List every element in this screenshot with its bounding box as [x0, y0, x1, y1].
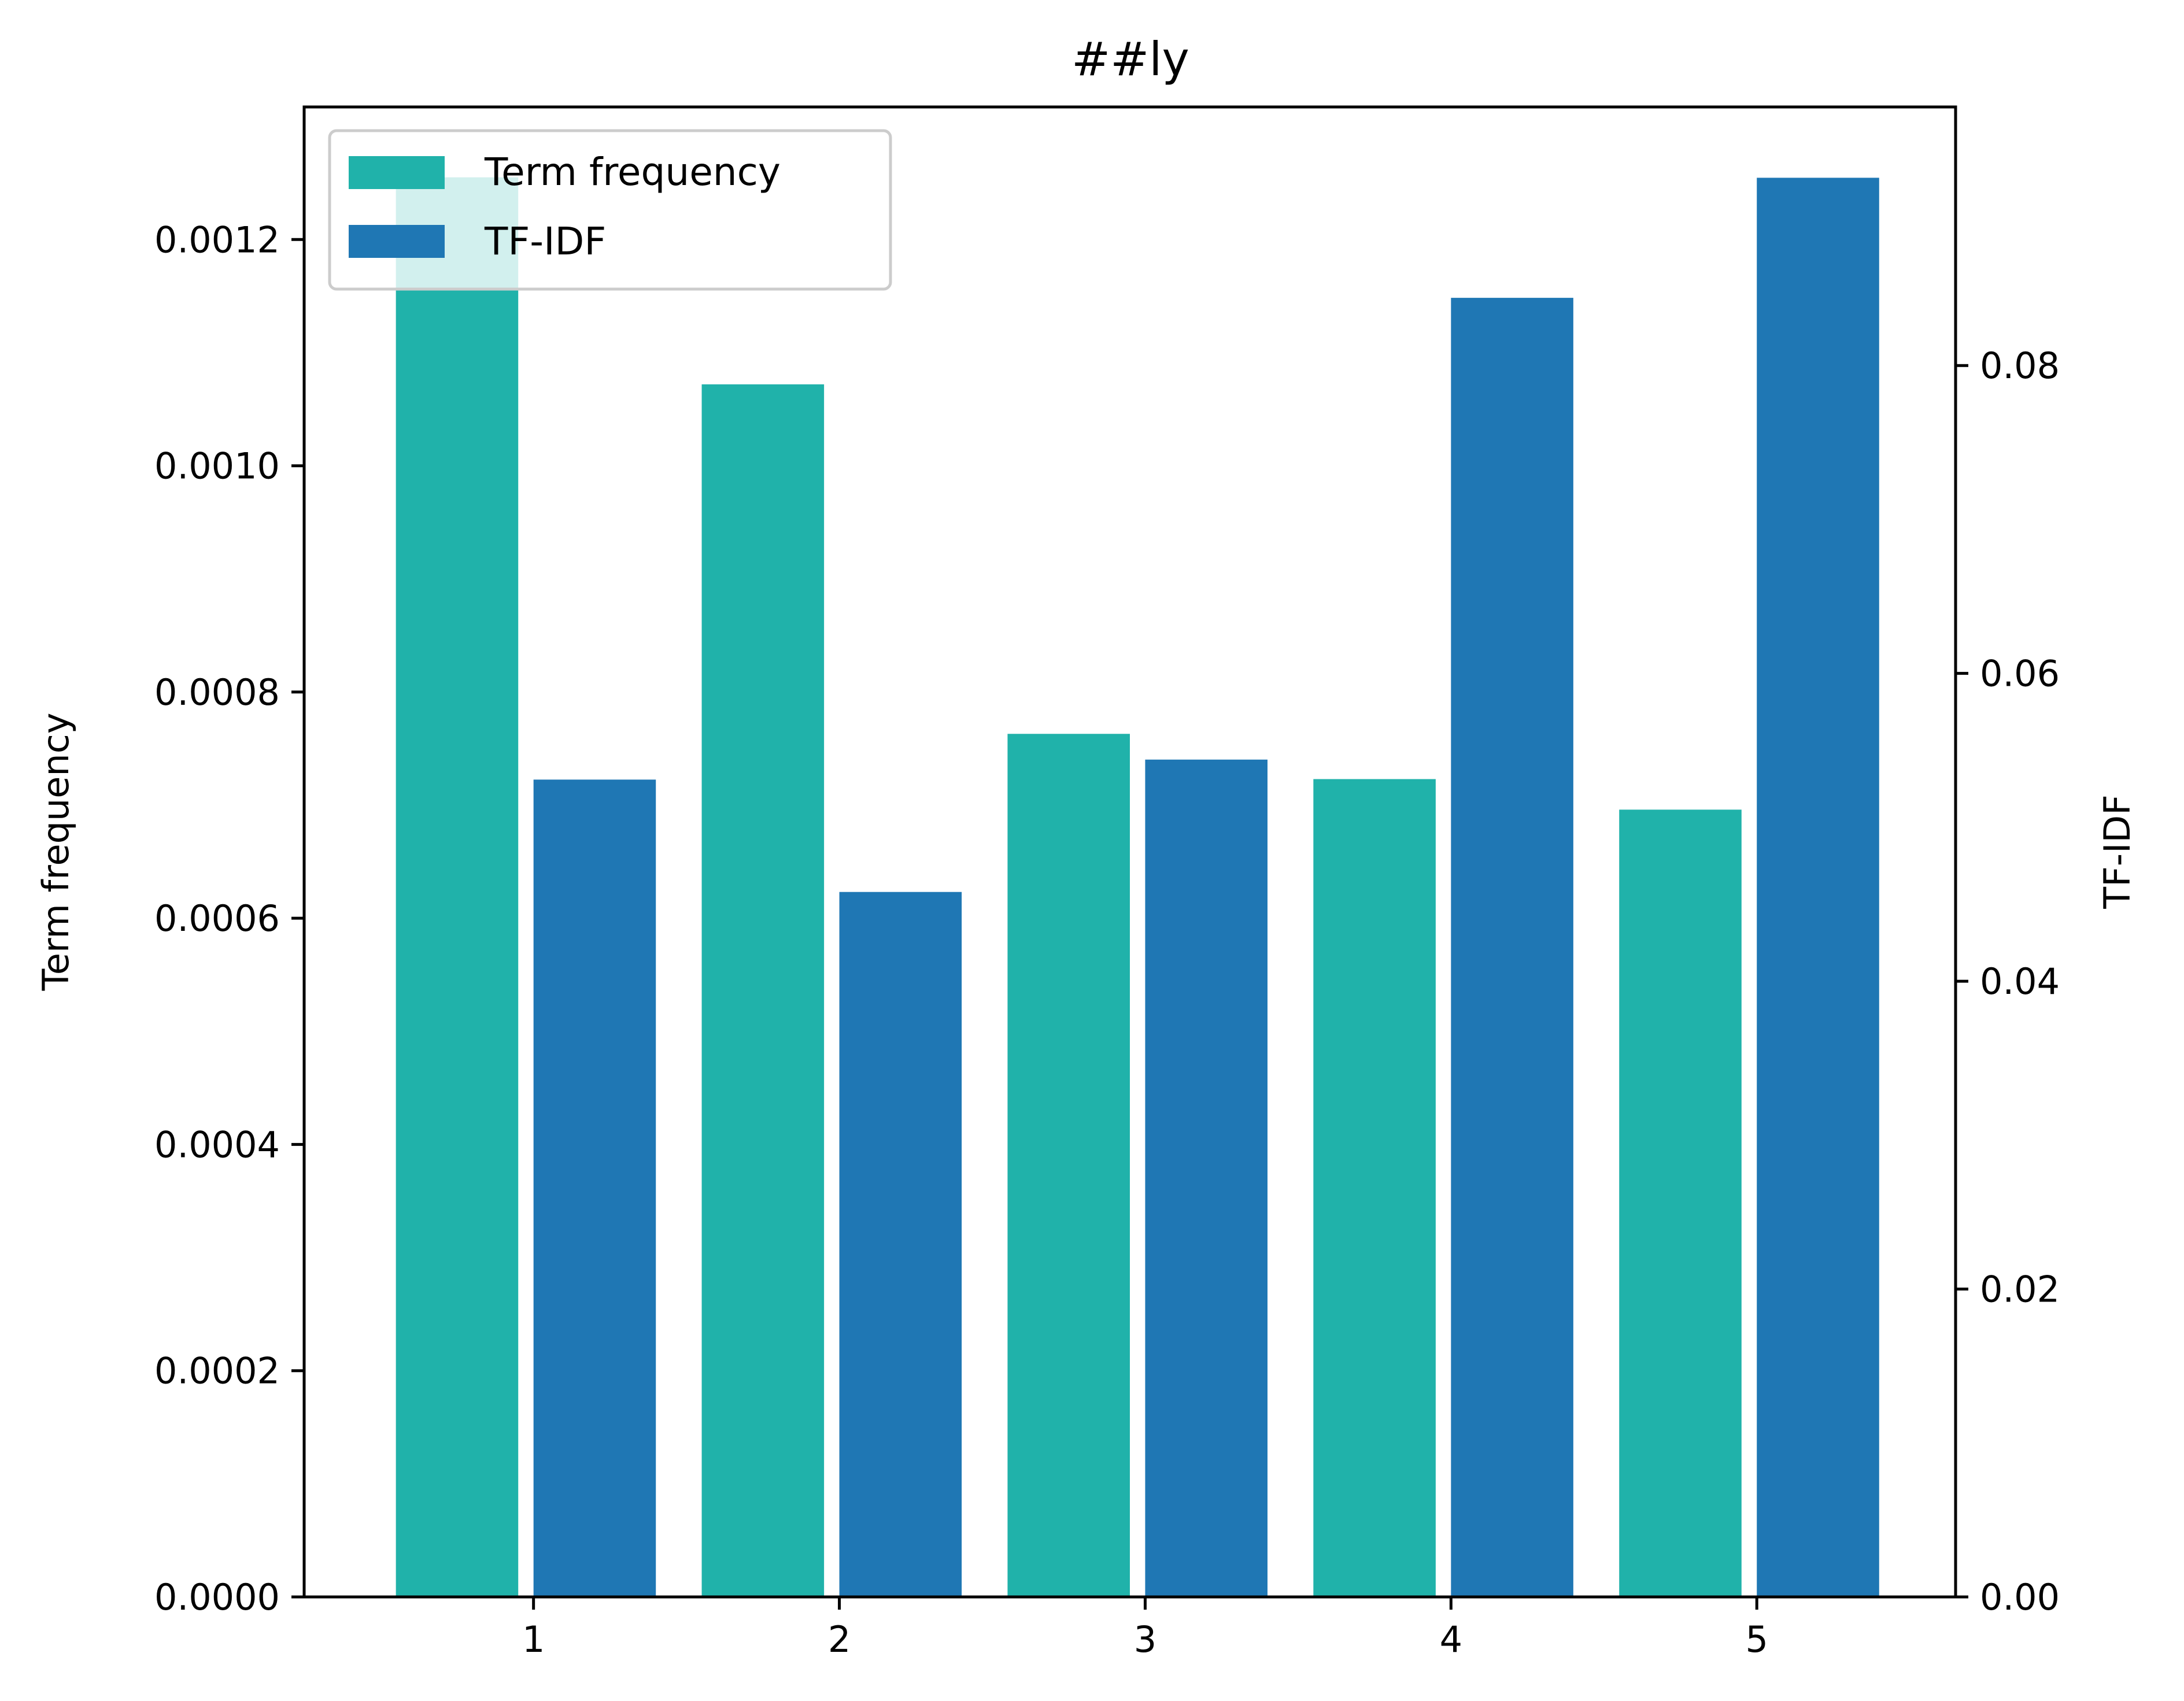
left-tick-label: 0.0008 [154, 671, 280, 713]
right-tick-label: 0.00 [1980, 1576, 2060, 1618]
right-axis-label: TF-IDF [2096, 794, 2138, 909]
left-tick-label: 0.0006 [154, 897, 280, 940]
right-tick-label: 0.06 [1980, 653, 2060, 695]
right-tick-label: 0.08 [1980, 345, 2060, 387]
legend: Term frequency TF-IDF [328, 129, 892, 291]
bar-term-frequency-5 [1619, 809, 1742, 1597]
left-tick-label: 0.0000 [154, 1576, 280, 1618]
right-tick-label: 0.04 [1980, 960, 2060, 1003]
bar-tf-idf-4 [1451, 298, 1573, 1597]
left-tick-label: 0.0004 [154, 1123, 280, 1166]
left-axis-ticks: 0.0000 0.0002 0.0004 0.0006 0.0008 0.0010 0.00… [154, 219, 304, 1618]
bar-term-frequency-3 [1007, 734, 1130, 1597]
x-axis-ticks: 1 2 3 4 5 [522, 1597, 1768, 1661]
bar-tf-idf-2 [839, 892, 962, 1597]
bar-tf-idf-1 [533, 779, 656, 1597]
left-tick-label: 0.0002 [154, 1350, 280, 1392]
legend-label-term-frequency: Term frequency [484, 150, 781, 194]
bar-term-frequency-1 [396, 177, 519, 1598]
bar-tf-idf-5 [1757, 178, 1879, 1598]
bars-group [396, 177, 1879, 1598]
right-tick-label: 0.02 [1980, 1269, 2060, 1311]
legend-label-tf-idf: TF-IDF [484, 219, 606, 264]
left-tick-label: 0.0010 [154, 445, 280, 487]
plot-frame [302, 105, 1957, 1599]
bar-term-frequency-4 [1313, 779, 1436, 1597]
bar-term-frequency-2 [701, 384, 825, 1597]
right-axis-ticks: 0.00 0.02 0.04 0.06 0.08 [1956, 345, 2060, 1618]
chart-title: ##ly [1071, 32, 1189, 86]
x-tick-label: 3 [1134, 1618, 1156, 1661]
legend-swatch-tf-idf [349, 225, 445, 258]
bar-tf-idf-3 [1145, 759, 1267, 1597]
x-tick-label: 5 [1745, 1618, 1768, 1661]
x-tick-label: 1 [522, 1618, 545, 1661]
legend-frame [328, 129, 892, 291]
left-axis-label: Term frequency [35, 713, 77, 992]
x-tick-label: 2 [828, 1618, 851, 1661]
x-tick-label: 4 [1440, 1618, 1462, 1661]
legend-swatch-term-frequency [349, 156, 445, 189]
left-tick-label: 0.0012 [154, 219, 280, 261]
